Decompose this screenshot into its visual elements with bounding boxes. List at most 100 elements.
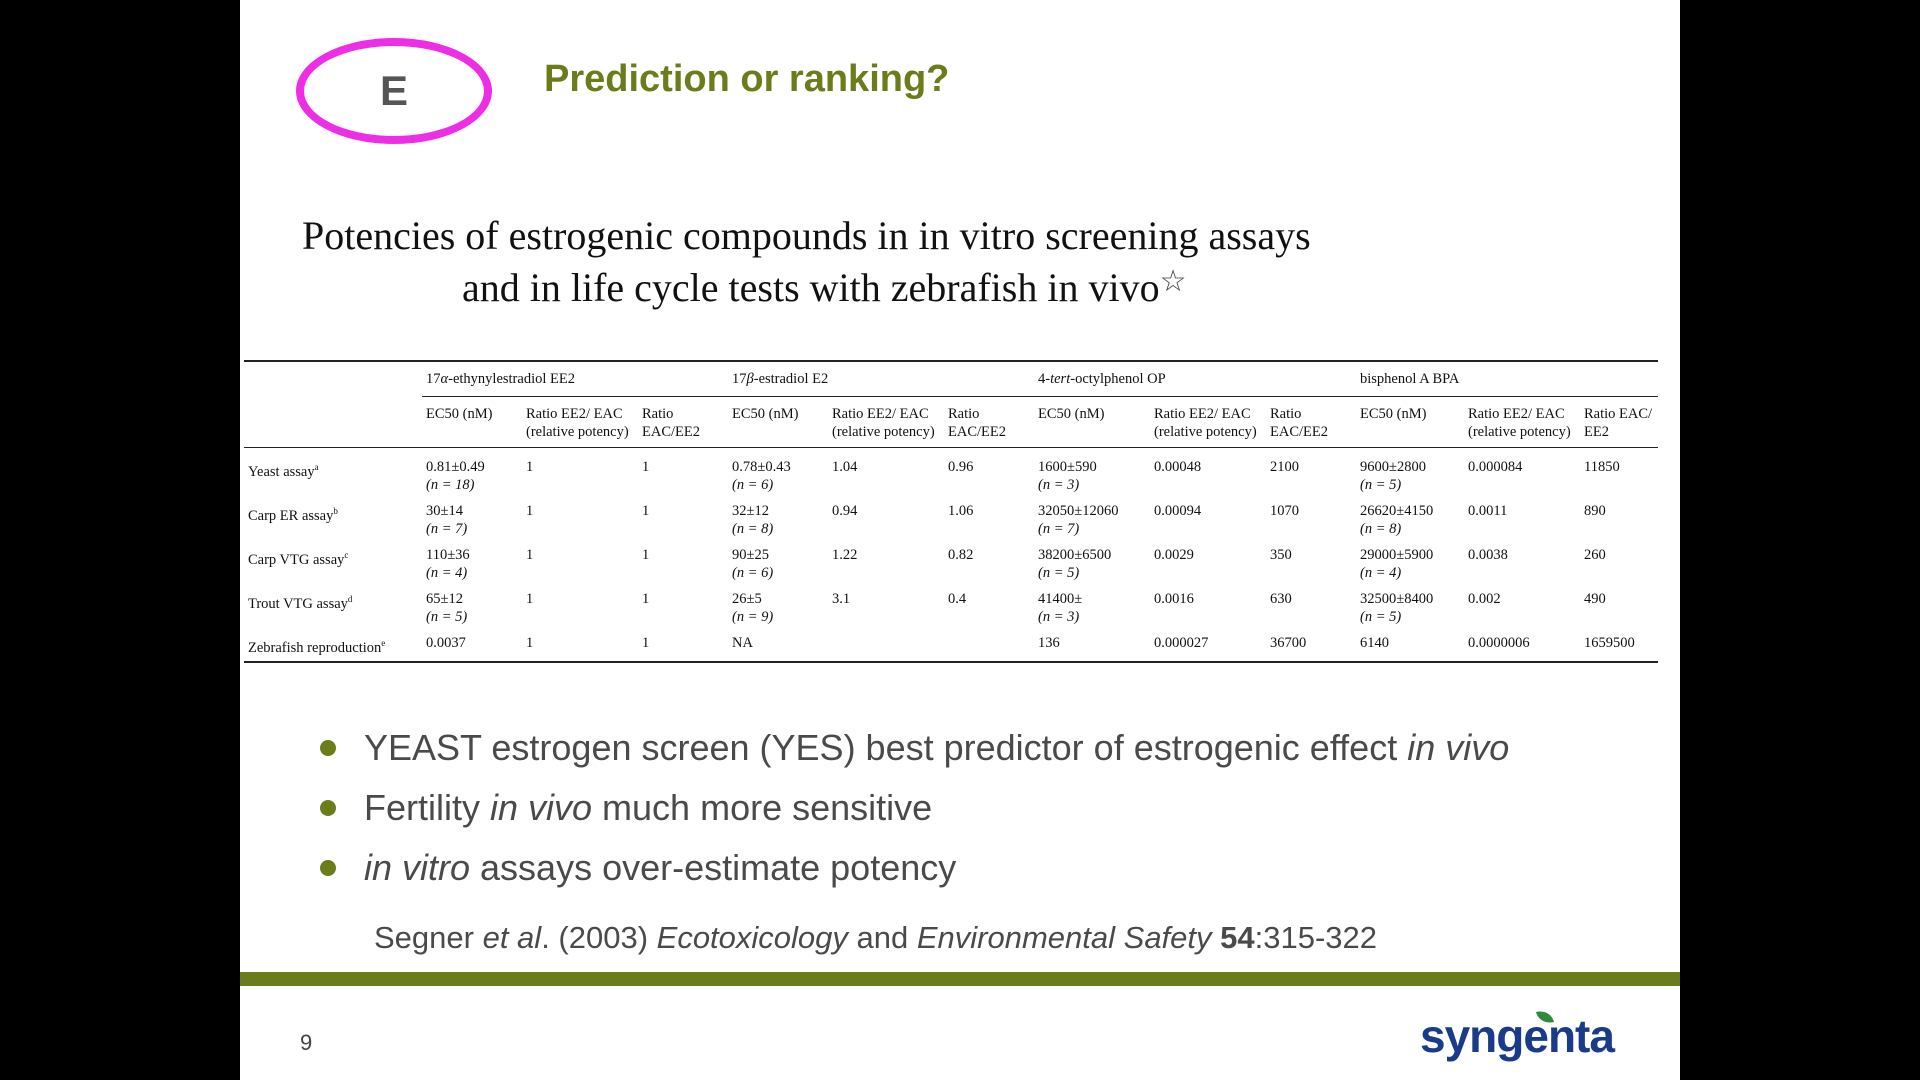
row-label: Yeast assaya — [244, 448, 422, 495]
citation-journal2: Environmental Safety — [916, 920, 1212, 955]
table-cell: 32±12 (n = 8) — [728, 494, 828, 538]
compound-name: -estradiol E2 — [753, 371, 829, 387]
table-cell: 0.0000006 — [1468, 635, 1530, 651]
table-cell: 0.0016 — [1154, 591, 1194, 607]
cell-sample-size: (n = 4) — [1360, 565, 1402, 581]
syngenta-logo: syngenta — [1420, 1010, 1616, 1062]
compound-prefix: bisphenol A BPA — [1360, 371, 1460, 387]
table-cell: 260 — [1584, 547, 1606, 563]
cell-value: 41400± — [1038, 591, 1083, 607]
bullet-text: YEAST estrogen screen (YES) best predict… — [364, 727, 1408, 768]
compound-italic: β — [746, 371, 754, 387]
table-corner — [244, 361, 422, 397]
table-cell: 32050±12060 (n = 7) — [1034, 494, 1150, 538]
bullet-text-italic: in vitro — [364, 847, 471, 888]
footnote-marker: d — [347, 594, 353, 604]
table-cell: 350 — [1270, 547, 1292, 563]
cell-value: 38200±6500 — [1038, 547, 1112, 563]
cell-sample-size: (n = 5) — [426, 609, 468, 625]
cell-value: 0.81±0.49 — [426, 459, 485, 475]
footnote-marker: b — [333, 506, 338, 516]
cell-sample-size: (n = 8) — [732, 521, 774, 537]
table-cell: 0.0037 — [426, 635, 466, 651]
cell-value: 29000±5900 — [1360, 547, 1434, 563]
row-label-text: Carp ER assay — [248, 507, 334, 524]
table-row: Trout VTG assayd 65±12 (n = 5) 1 1 26±5 (n = 9… — [244, 582, 1658, 626]
cell-sample-size: (n = 6) — [732, 565, 774, 581]
table-cell: 490 — [1584, 591, 1606, 607]
cell-sample-size: (n = 9) — [732, 609, 774, 625]
row-label-text: Zebrafish reproduction — [248, 639, 382, 656]
bullet-item: YEAST estrogen screen (YES) best predict… — [320, 718, 1509, 778]
table-cell: 1.06 — [948, 503, 974, 519]
cell-value: 110±36 — [426, 547, 470, 563]
footnote-marker: c — [344, 550, 349, 560]
paper-title-line1: Potencies of estrogenic compounds in in … — [302, 213, 1311, 258]
bullet-dot-icon — [320, 860, 336, 876]
cell-sample-size: (n = 3) — [1038, 477, 1080, 493]
citation: Segner et al. (2003) Ecotoxicology and E… — [374, 920, 1377, 956]
table-body: Yeast assaya 0.81±0.49 (n = 18) 1 1 0.78±0.43… — [244, 448, 1658, 662]
paper-title-line2: and in life cycle tests with zebrafish i… — [462, 265, 1160, 310]
table-cell: 0.81±0.49 (n = 18) — [422, 448, 522, 495]
compound-group-header: 17β-estradiol E2 — [728, 361, 1034, 397]
table-cell: 3.1 — [832, 591, 851, 607]
column-header: Ratio EE2/ EAC (relative potency) — [828, 396, 944, 448]
compound-group-header: 4-tert-octylphenol OP — [1034, 361, 1356, 397]
footnote-marker: a — [314, 462, 319, 472]
table-cell: 65±12 (n = 5) — [422, 582, 522, 626]
cell-value: 32500±8400 — [1360, 591, 1434, 607]
column-header: Ratio EAC/EE2 — [638, 396, 728, 448]
cell-sample-size: (n = 6) — [732, 477, 774, 493]
table-cell: 26±5 (n = 9) — [728, 582, 828, 626]
bullet-text-italic: in vivo — [1407, 727, 1510, 768]
page-number: 9 — [300, 1030, 313, 1055]
table-cell: 1600±590 (n = 3) — [1034, 448, 1150, 495]
citation-author: Segner — [374, 920, 483, 955]
table-cell: 1 — [526, 459, 534, 475]
table-cell: 0.96 — [948, 459, 974, 475]
cell-sample-size: (n = 7) — [1038, 521, 1080, 537]
bullet-text: assays over-estimate potency — [470, 847, 957, 888]
table-cell: 0.0038 — [1468, 547, 1508, 563]
table-cell: 11850 — [1584, 459, 1620, 475]
column-header: EC50 (nM) — [1034, 396, 1150, 448]
compound-italic: α — [440, 371, 449, 387]
cell-value: 1600±590 — [1038, 459, 1097, 475]
table-cell: 29000±5900 (n = 4) — [1356, 538, 1464, 582]
table-cell: 0.000027 — [1154, 635, 1209, 651]
table-cell — [944, 626, 1034, 662]
row-label: Trout VTG assayd — [244, 582, 422, 626]
citation-etal: et al — [482, 920, 542, 955]
cell-sample-size: (n = 3) — [1038, 609, 1080, 625]
compound-name: -ethynylestradiol EE2 — [448, 371, 575, 387]
table-corner-sub — [244, 396, 422, 448]
cell-value: 32050±12060 — [1038, 503, 1119, 519]
table-cell: 90±25 (n = 6) — [728, 538, 828, 582]
table-cell: 0.000084 — [1468, 459, 1523, 475]
bullet-dot-icon — [320, 800, 336, 816]
cell-sample-size: (n = 7) — [426, 521, 468, 537]
slide: E Prediction or ranking? Potencies of es… — [240, 0, 1680, 1080]
section-badge: E — [296, 38, 492, 144]
compound-prefix: 17 — [732, 371, 747, 387]
footnote-marker: e — [381, 638, 386, 648]
table-cell: 1 — [526, 591, 534, 607]
table-row: Zebrafish reproductione 0.0037 1 1 NA 136 0.00… — [244, 626, 1658, 662]
table-group-header-row: 17 α-ethynylestradiol EE2 17β-estradiol E2… — [244, 361, 1658, 397]
potency-table: 17 α-ethynylestradiol EE2 17β-estradiol E2… — [244, 360, 1658, 663]
leaf-icon — [1536, 1011, 1554, 1023]
citation-journal1: Ecotoxicology — [656, 920, 848, 955]
column-header: Ratio EAC/EE2 — [1266, 396, 1356, 448]
table-cell: 32500±8400 (n = 5) — [1356, 582, 1464, 626]
table-cell: 36700 — [1270, 635, 1307, 651]
table-cell: 1070 — [1270, 503, 1299, 519]
bullet-item: Fertility in vivo much more sensitive — [320, 778, 1509, 838]
table-cell: 0.00048 — [1154, 459, 1202, 475]
table-cell: 41400± (n = 3) — [1034, 582, 1150, 626]
table-cell: 0.78±0.43 (n = 6) — [728, 448, 828, 495]
table-cell: 1 — [642, 635, 650, 651]
bullet-text: Fertility — [364, 787, 490, 828]
table-cell: 0.0011 — [1468, 503, 1508, 519]
table-cell: 6140 — [1360, 635, 1389, 651]
